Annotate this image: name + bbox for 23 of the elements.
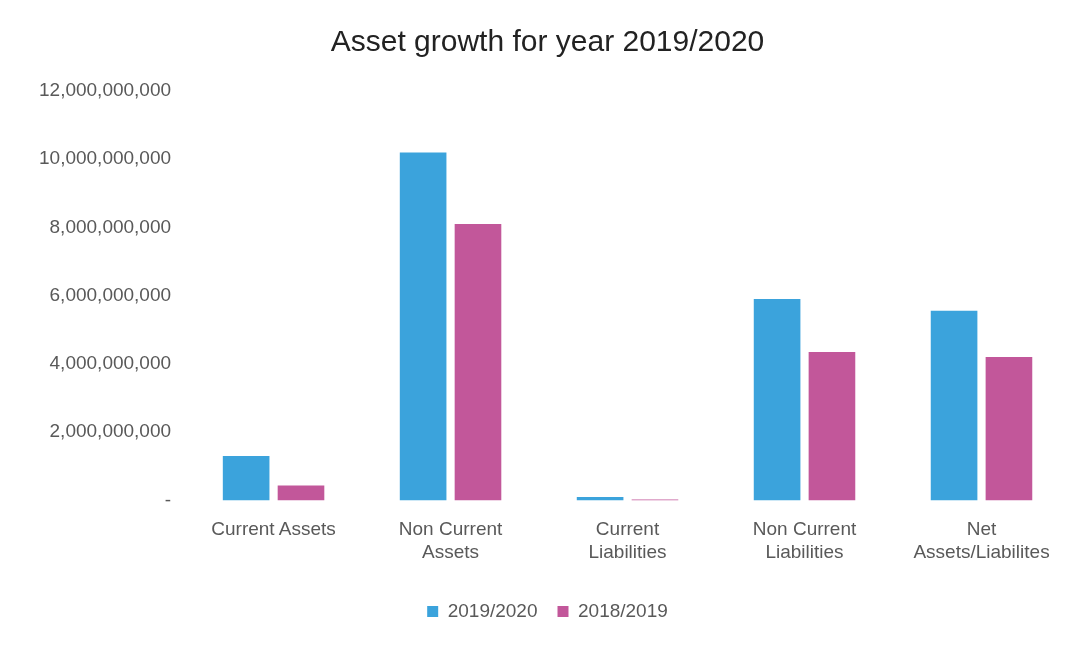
- bar: [753, 299, 801, 501]
- bar: [930, 310, 978, 501]
- y-tick-label: 8,000,000,000: [49, 215, 172, 237]
- x-tick-label: Non Current Assets: [398, 518, 504, 562]
- chart-title: Asset growth for year 2019/2020: [330, 24, 765, 58]
- bar: [454, 224, 502, 501]
- y-tick-label: 12,000,000,000: [38, 79, 172, 101]
- legend-label: 2019/2020: [447, 599, 538, 621]
- legend-label: 2018/2019: [578, 599, 668, 621]
- x-tick-label: Current Assets: [211, 518, 336, 540]
- y-tick-label: 4,000,000,000: [49, 352, 172, 374]
- bar: [277, 485, 325, 501]
- y-tick-label: 10,000,000,000: [38, 147, 172, 169]
- y-tick-label: -: [164, 488, 172, 510]
- x-tick-label: Net Assets/Liabilites: [913, 518, 1050, 562]
- bar: [985, 357, 1033, 501]
- bar: [808, 351, 856, 501]
- bar: [399, 152, 447, 501]
- y-tick-label: 6,000,000,000: [49, 283, 172, 305]
- x-tick-label: Current Liabilities: [588, 518, 667, 562]
- x-tick-label: Non Current Liabilities: [752, 518, 857, 562]
- y-tick-label: 2,000,000,000: [49, 420, 172, 442]
- bar: [222, 456, 270, 501]
